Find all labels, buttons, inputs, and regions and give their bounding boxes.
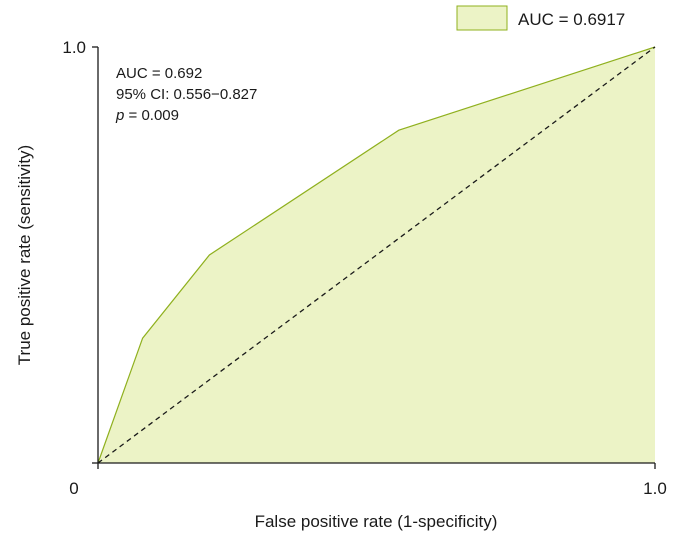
legend: AUC = 0.6917 — [456, 5, 625, 31]
annotation-p-value: = 0.009 — [124, 107, 179, 124]
annotation-p-symbol: p — [115, 107, 124, 124]
legend-label: AUC = 0.6917 — [518, 10, 625, 29]
plot-area — [97, 46, 656, 464]
annotation-p: p = 0.009 — [115, 107, 179, 124]
reference-diagonal — [97, 46, 656, 464]
annotation-ci: 95% CI: 0.556−0.827 — [116, 86, 257, 103]
y-axis-label: True positive rate (sensitivity) — [15, 145, 34, 365]
x-tick-label-1: 1.0 — [643, 479, 667, 498]
x-tick-label-0: 0 — [69, 479, 78, 498]
roc-curve-line — [97, 46, 656, 464]
axis-ticks — [92, 46, 656, 469]
annotation-auc: AUC = 0.692 — [116, 65, 202, 82]
legend-swatch — [456, 5, 508, 31]
y-tick-label-1: 1.0 — [62, 38, 86, 57]
x-axis-label: False positive rate (1-specificity) — [255, 512, 498, 531]
